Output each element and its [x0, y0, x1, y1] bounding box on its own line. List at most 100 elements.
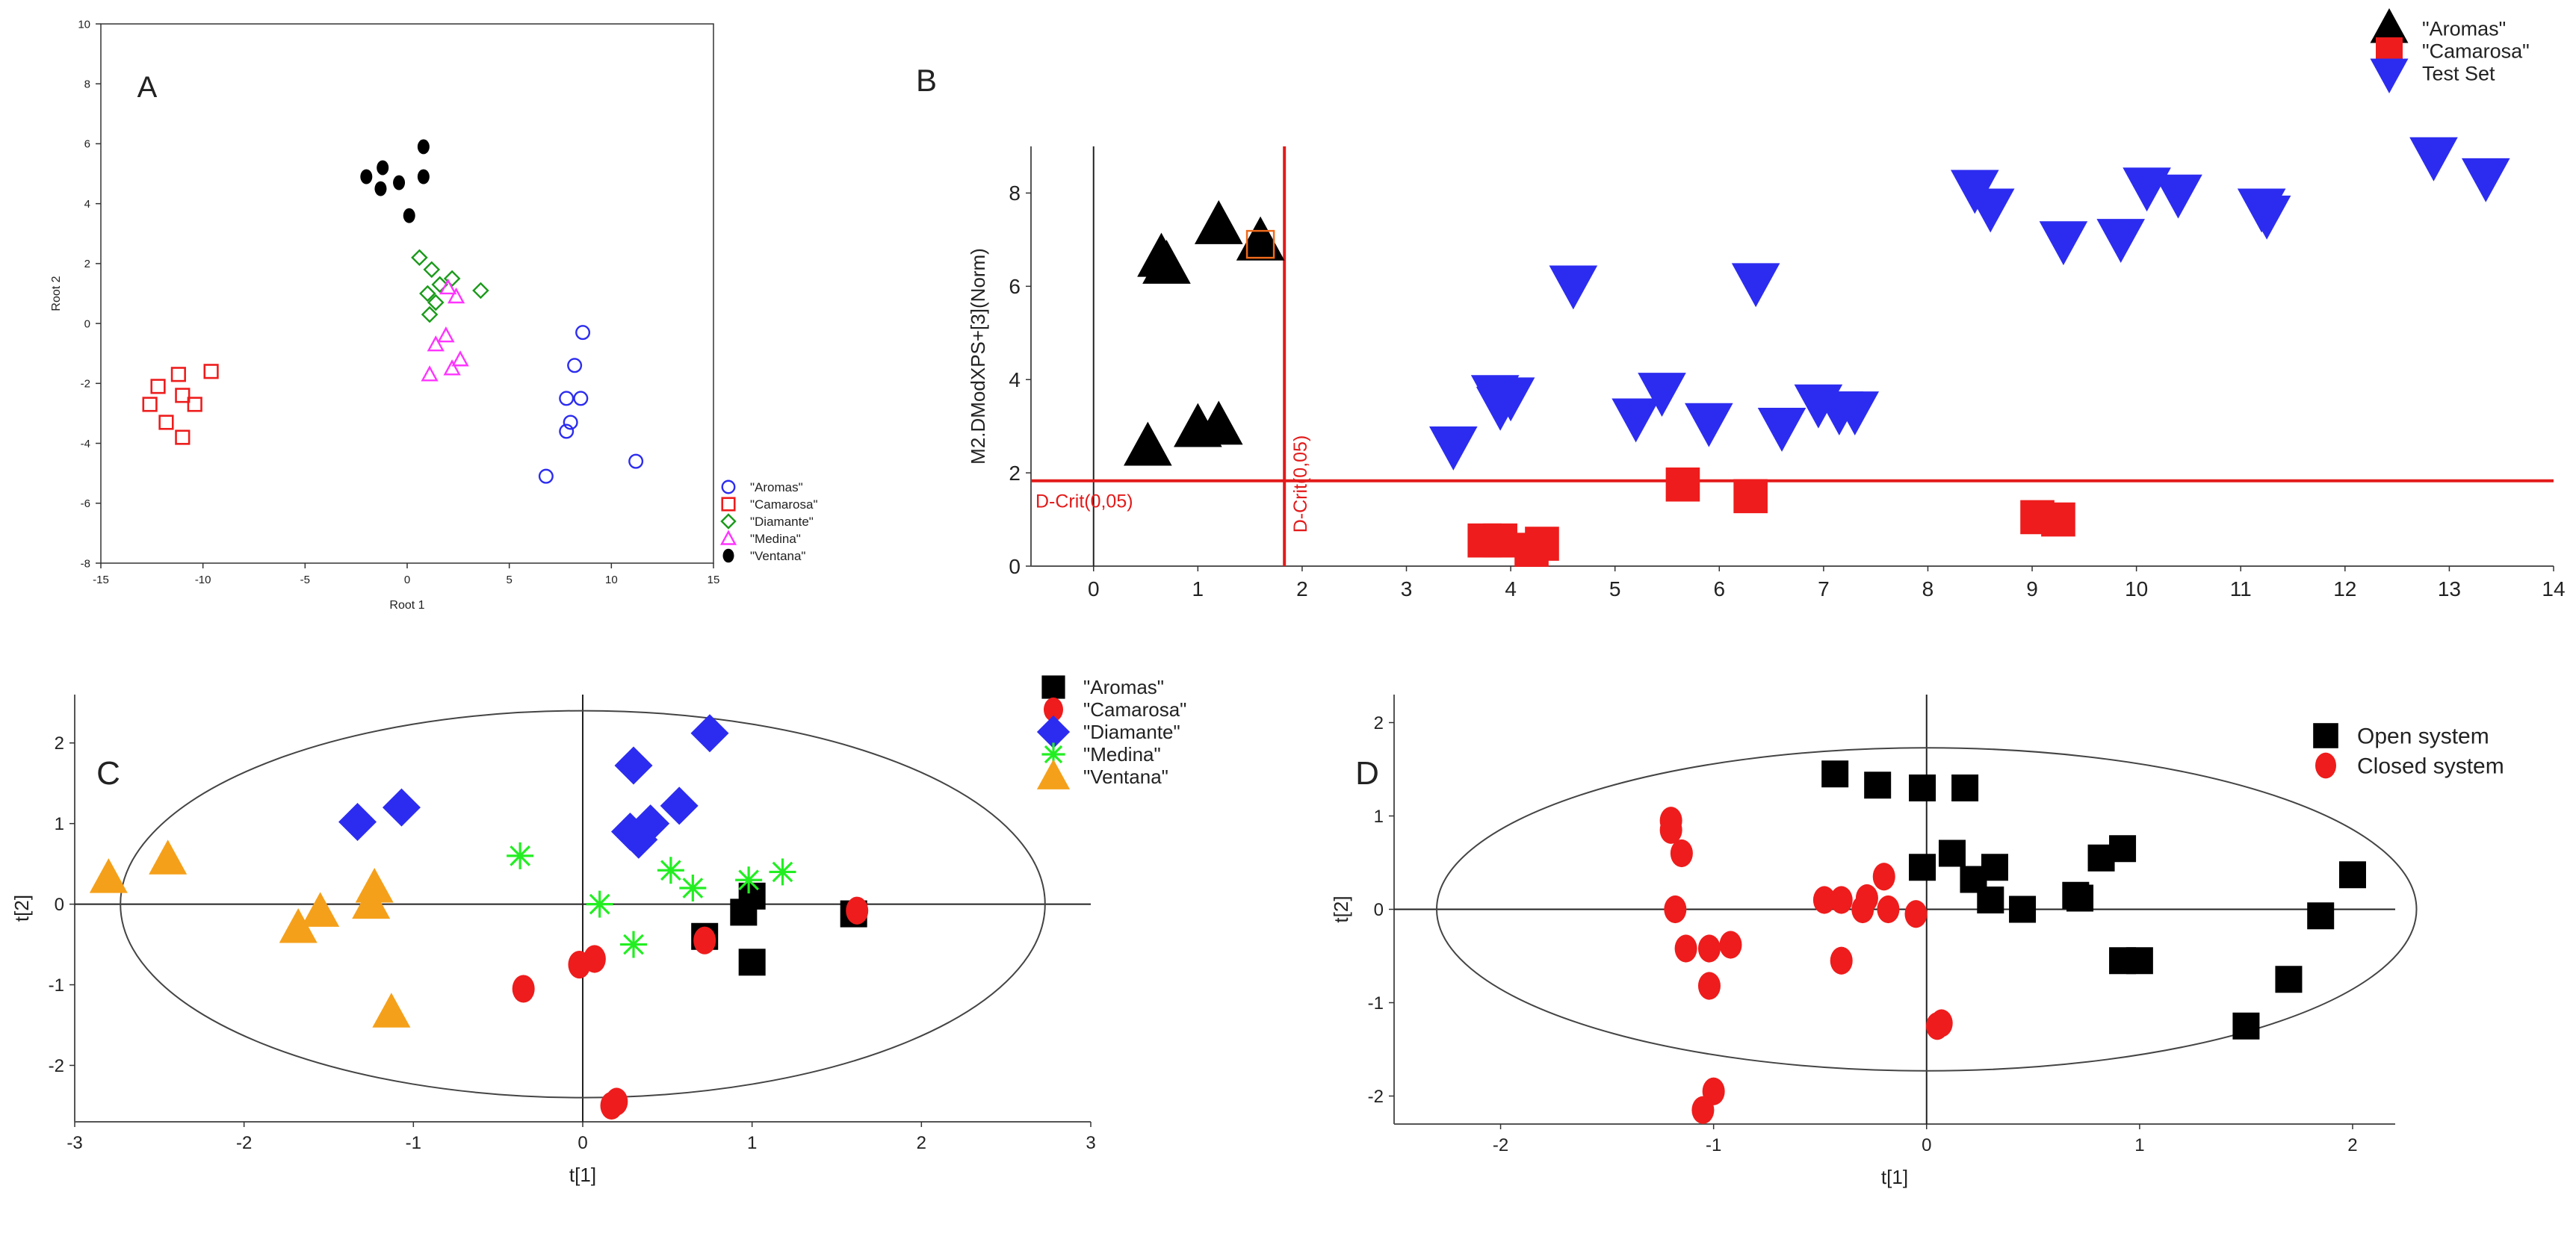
legend: "Aromas""Camarosa""Diamante""Medina""Ven… — [719, 479, 818, 563]
data-point — [1872, 863, 1895, 891]
data-point — [559, 391, 575, 406]
data-point — [1142, 240, 1191, 284]
legend-label: "Aromas" — [1083, 676, 1164, 698]
data-point — [1697, 972, 1721, 1000]
x-tick-label: 1 — [747, 1133, 757, 1153]
data-point — [417, 139, 430, 155]
y-tick-label: 2 — [55, 733, 64, 754]
legend-marker — [1044, 697, 1063, 722]
series-0 — [538, 325, 644, 484]
data-point — [301, 892, 340, 927]
x-tick-label: 8 — [1922, 577, 1934, 600]
data-point — [1483, 523, 1517, 558]
data-point — [846, 896, 869, 925]
data-point — [472, 282, 489, 299]
legend-label: "Diamante" — [750, 515, 814, 529]
y-tick-label: 2 — [1009, 462, 1021, 485]
x-tick-label: 2 — [2347, 1135, 2357, 1155]
data-point — [374, 181, 387, 196]
x-tick-label: 0 — [404, 574, 410, 586]
legend-marker — [2313, 723, 2338, 748]
data-point — [1864, 772, 1892, 799]
data-point — [605, 1087, 628, 1116]
x-tick-label: 3 — [1401, 577, 1413, 600]
data-point — [419, 285, 436, 302]
data-point — [1549, 265, 1598, 310]
data-point — [1124, 421, 1172, 466]
x-tick-label: -2 — [1493, 1135, 1508, 1155]
data-point — [512, 975, 535, 1003]
y-tick-label: -4 — [81, 438, 90, 450]
data-point — [1966, 188, 2015, 233]
y-axis-label: t[2] — [10, 895, 33, 922]
x-axis-label: t[1] — [1881, 1166, 1908, 1188]
legend-label: "Ventana" — [750, 549, 805, 563]
data-point — [403, 208, 415, 223]
data-point — [1638, 373, 1686, 418]
data-point — [1812, 886, 1836, 914]
data-point — [427, 335, 445, 352]
x-tick-label: 2 — [1296, 577, 1308, 600]
x-tick-label: 6 — [1713, 577, 1725, 600]
legend-label: "Camarosa" — [2422, 40, 2530, 62]
x-tick-label: -3 — [66, 1133, 82, 1153]
legend-label: "Aromas" — [750, 480, 803, 494]
y-tick-label: 8 — [84, 78, 90, 90]
data-point — [338, 803, 377, 842]
data-point — [411, 249, 428, 267]
data-point — [1691, 1096, 1715, 1124]
data-point — [2232, 1012, 2260, 1040]
x-axis-label: t[1] — [569, 1164, 596, 1186]
y-tick-label: -2 — [49, 1056, 64, 1076]
data-point — [1938, 839, 1966, 867]
data-point — [2109, 835, 2137, 863]
legend-label: "Medina" — [1083, 743, 1161, 766]
legend-marker — [721, 497, 736, 512]
data-point — [1851, 895, 1874, 924]
data-point — [421, 305, 439, 323]
legend: "Aromas""Camarosa""Diamante""Medina""Ven… — [1036, 675, 1186, 789]
legend-label: Test Set — [2422, 62, 2495, 84]
data-point — [1731, 263, 1780, 308]
critical-label-vertical: D-Crit(0,05) — [1290, 435, 1311, 533]
data-point — [187, 397, 202, 412]
series-1 — [1659, 807, 1953, 1124]
series-3 — [421, 278, 469, 382]
data-point — [1830, 886, 1853, 914]
y-tick-label: -6 — [81, 497, 90, 510]
legend-label: "Camarosa" — [750, 497, 818, 512]
x-tick-label: 15 — [708, 574, 720, 586]
data-point — [657, 857, 684, 884]
data-point — [1757, 407, 1806, 452]
x-tick-label: 1 — [1192, 577, 1204, 600]
series-1 — [1245, 229, 2075, 567]
series-1 — [512, 896, 869, 1120]
series-2 — [411, 249, 489, 323]
data-point — [620, 931, 647, 958]
data-point — [1670, 839, 1693, 868]
data-point — [1697, 934, 1721, 963]
data-point — [443, 270, 461, 288]
data-point — [175, 429, 191, 445]
data-point — [427, 294, 445, 311]
data-point — [2338, 861, 2366, 889]
chart-panel-d: -2 -1 0 1 2 -2 -1 0 1 2 t[1] t[2] D Open system Closed… — [1330, 695, 2504, 1188]
data-point — [507, 842, 534, 869]
y-tick-label: 0 — [55, 895, 64, 915]
y-axis-label: Root 2 — [50, 276, 63, 311]
data-point — [279, 907, 318, 943]
data-point — [439, 278, 457, 295]
data-point — [1245, 229, 1275, 259]
series-0 — [1124, 199, 1285, 466]
x-tick-label: 7 — [1818, 577, 1830, 600]
data-point — [1194, 199, 1243, 244]
x-tick-label: 5 — [506, 574, 512, 586]
data-point — [2461, 158, 2510, 202]
data-point — [1611, 398, 1660, 443]
x-tick-label: 5 — [1609, 577, 1621, 600]
data-point — [1930, 1009, 1953, 1037]
data-point — [614, 746, 653, 785]
legend-label: "Ventana" — [1083, 766, 1168, 788]
data-point — [1904, 900, 1928, 928]
confidence-ellipse — [120, 710, 1046, 1099]
